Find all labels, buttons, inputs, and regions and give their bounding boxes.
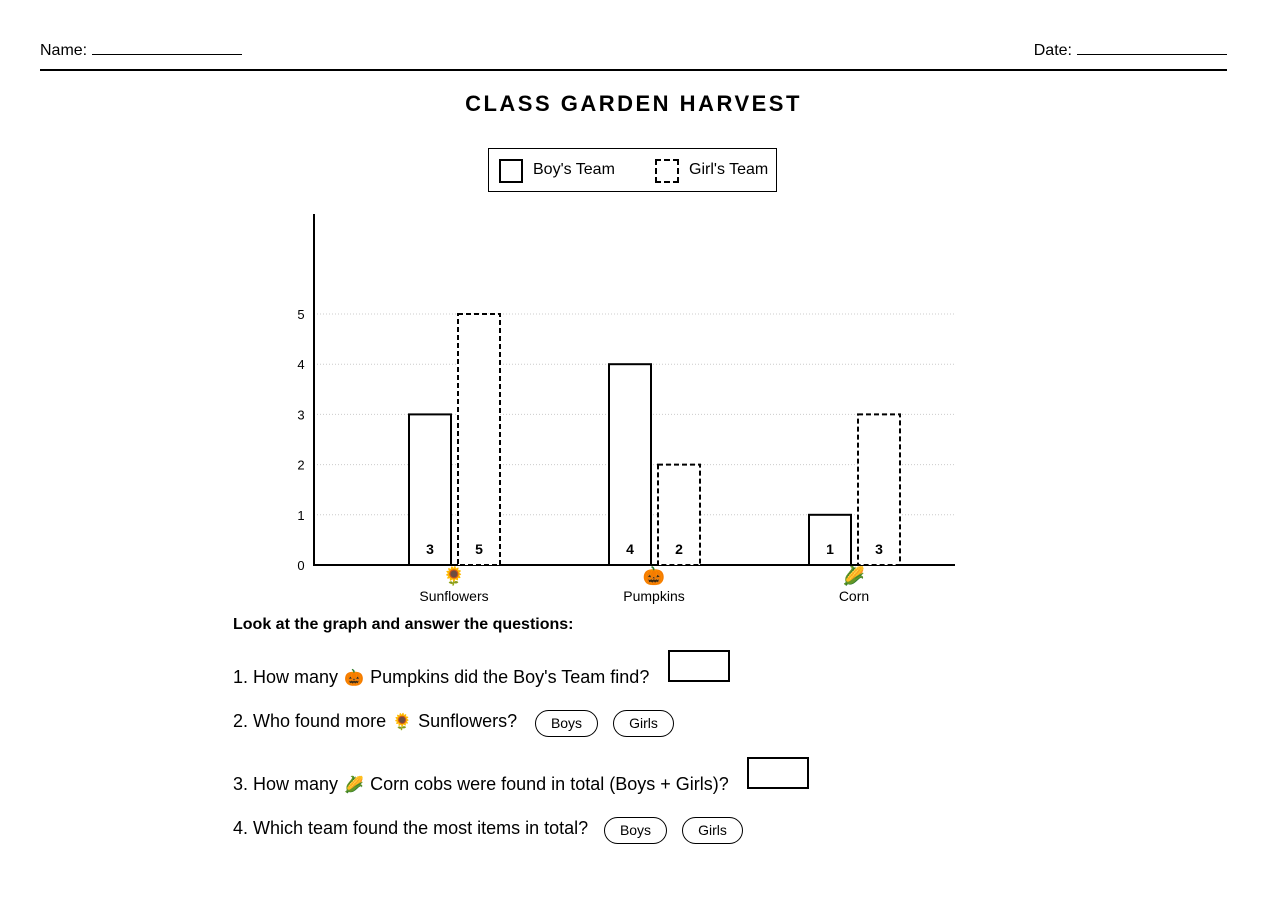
y-tick-label: 3 [297,407,304,422]
y-tick-label: 2 [297,458,304,473]
question-2-suffix: Sunflowers? [418,711,518,731]
question-4: 4. Which team found the most items in to… [233,818,588,839]
sunflower-icon: 🌻 [392,714,413,731]
page-title: CLASS GARDEN HARVEST [465,91,802,116]
bar-value-label: 1 [826,541,834,557]
answer-box-3[interactable] [747,757,809,789]
legend-label-girls: Girl's Team [689,161,769,178]
question-4-text: 4. Which team found the most items in to… [233,818,589,838]
q2-girls-option[interactable]: Girls [613,710,674,737]
question-1-prefix: 1. How many [233,667,339,687]
questions-heading: Look at the graph and answer the questio… [233,616,574,633]
legend-label-boys: Boy's Team [533,161,615,178]
q2-boys-option[interactable]: Boys [535,710,598,737]
question-3-prefix: 3. How many [233,774,339,794]
corn-icon: 🌽 [344,777,365,794]
bar-girls [857,413,901,566]
bar-value-label: 3 [426,541,434,557]
bar-value-label: 2 [675,541,683,557]
x-tick-label: Corn [839,588,869,604]
worksheet-header: Name: Date: [40,38,1227,71]
bar-boys [608,363,652,567]
q4-boys-option[interactable]: Boys [604,817,667,844]
bar-value-label: 4 [626,541,634,557]
name-label: Name: [40,42,88,59]
question-2: 2. Who found more 🌻 Sunflowers? [233,711,517,732]
bar-boys [408,413,452,566]
bar-girls [457,313,501,566]
y-tick-label: 0 [297,558,304,573]
name-field[interactable]: Name: [40,40,243,60]
category-icon: 🌻 [443,565,465,586]
y-tick-label: 4 [297,357,304,372]
category-icon: 🎃 [643,565,665,586]
y-tick-label: 5 [297,307,304,322]
q4-girls-option[interactable]: Girls [682,817,743,844]
date-field[interactable]: Date: [1034,40,1227,60]
answer-box-1[interactable] [668,650,730,682]
legend-swatch-solid [499,159,523,183]
question-3: 3. How many 🌽 Corn cobs were found in to… [233,774,729,795]
bar-value-label: 3 [875,541,883,557]
chart-legend: Boy's Team Girl's Team [488,148,777,192]
question-2-prefix: 2. Who found more [233,711,387,731]
x-tick-label: Pumpkins [623,588,684,604]
question-1: 1. How many 🎃 Pumpkins did the Boy's Tea… [233,667,649,688]
pumpkin-icon: 🎃 [344,670,365,687]
legend-swatch-dashed [655,159,679,183]
name-line[interactable] [92,40,243,55]
category-icon: 🌽 [843,565,865,586]
question-1-suffix: Pumpkins did the Boy's Team find? [370,667,650,687]
question-3-suffix: Corn cobs were found in total (Boys + Gi… [370,774,729,794]
x-tick-label: Sunflowers [419,588,488,604]
bar-girls [657,463,701,567]
date-label: Date: [1033,42,1072,59]
bar-value-label: 5 [475,541,483,557]
y-tick-label: 1 [297,508,304,523]
bar-boys [808,513,852,566]
date-line[interactable] [1077,40,1227,55]
